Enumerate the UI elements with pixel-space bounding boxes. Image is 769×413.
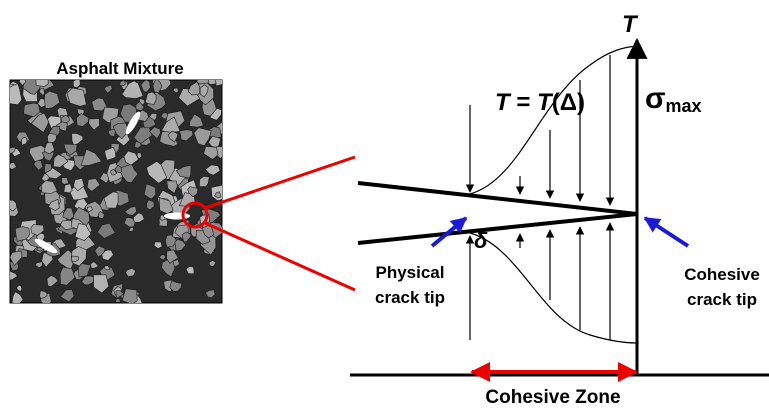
diagram: Asphalt Mixture T T = T(Δ) σmax δ Physic…: [0, 0, 769, 413]
peak: σmax: [645, 82, 702, 116]
aggregate: [47, 134, 56, 143]
axis-label: T: [622, 11, 639, 38]
physical-tip-line: crack tip: [375, 288, 445, 307]
law: T = T(Δ): [495, 89, 585, 116]
cohesive-tip-line: crack tip: [687, 290, 757, 309]
opening: δ: [474, 228, 488, 253]
zoom-line: [205, 223, 355, 290]
zoom-line: [205, 157, 355, 208]
peak-symbol: σ: [645, 82, 666, 115]
law-eq: =: [510, 89, 537, 116]
traction-curve: [470, 46, 637, 194]
peak-subscript: max: [666, 96, 702, 116]
cohesive-tip-line: Cohesive: [684, 265, 760, 284]
traction-curve: [470, 233, 637, 343]
physical-tip-line: Physical: [376, 263, 445, 282]
image-label: Asphalt Mixture: [56, 59, 184, 78]
pointer-arrow: [645, 218, 688, 246]
aggregate: [64, 184, 72, 193]
crack-face: [358, 183, 637, 214]
zone-label: Cohesive Zone: [485, 387, 620, 408]
aggregate: [7, 200, 17, 211]
law-arg: (Δ): [552, 89, 585, 116]
crack-face: [358, 214, 637, 243]
void: [164, 213, 190, 220]
aggregate: [36, 76, 48, 86]
